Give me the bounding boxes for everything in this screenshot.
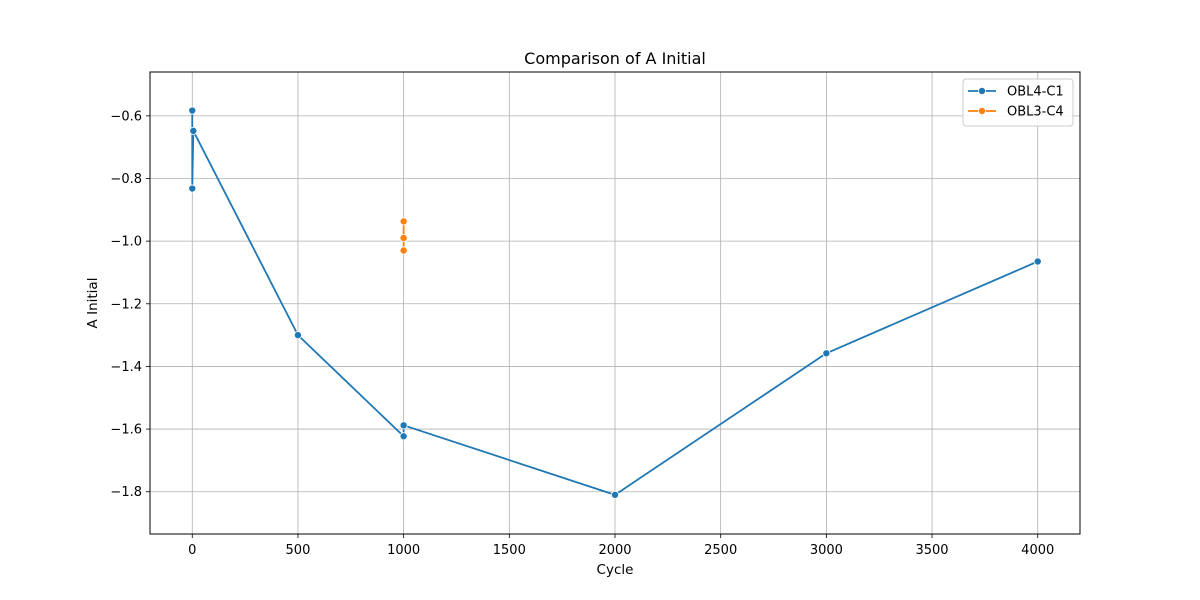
chart-title: Comparison of A Initial [524, 49, 706, 68]
x-tick-label: 1000 [387, 543, 420, 558]
y-tick-label: −0.8 [110, 172, 142, 187]
axis-ticks: 0 500 1000 1500 2000 2500 3000 3500 4000 −0.6 −0.8… [110, 109, 1054, 558]
y-tick-label: −1.0 [110, 235, 142, 250]
legend-entry: OBL3-C4 [968, 105, 1064, 120]
series-obl3-c4 [399, 217, 408, 255]
x-tick-label: 2000 [598, 543, 631, 558]
x-tick-label: 1500 [493, 543, 526, 558]
y-tick-label: −0.6 [110, 109, 142, 124]
y-tick-label: −1.2 [110, 297, 142, 312]
legend-label: OBL3-C4 [1007, 105, 1064, 120]
data-point [399, 217, 408, 226]
x-tick-label: 2500 [704, 543, 737, 558]
data-point [188, 106, 197, 115]
data-point [399, 246, 408, 255]
data-point [399, 234, 408, 243]
data-point [1033, 257, 1042, 266]
x-tick-label: 3500 [915, 543, 948, 558]
legend-label: OBL4-C1 [1007, 85, 1064, 100]
x-tick-label: 4000 [1021, 543, 1054, 558]
x-axis-label: Cycle [597, 562, 634, 578]
y-tick-label: −1.4 [110, 360, 142, 375]
series-obl4-c1 [188, 106, 1042, 499]
y-tick-label: −1.6 [110, 423, 142, 438]
y-axis-label: A Initial [85, 278, 101, 329]
legend: OBL4-C1 OBL3-C4 [962, 78, 1074, 127]
grid [150, 72, 1080, 534]
x-tick-label: 500 [286, 543, 311, 558]
data-point [189, 126, 198, 135]
x-tick-label: 0 [188, 543, 196, 558]
x-tick-label: 3000 [810, 543, 843, 558]
data-point [188, 184, 197, 193]
legend-marker [978, 87, 987, 96]
legend-marker [978, 107, 987, 116]
series-layer [188, 106, 1042, 499]
y-tick-label: −1.8 [110, 485, 142, 500]
data-point [611, 490, 620, 499]
data-point [293, 331, 302, 340]
data-point [399, 421, 408, 430]
legend-entry: OBL4-C1 [968, 85, 1064, 100]
data-point [822, 349, 831, 358]
data-point [399, 432, 408, 441]
